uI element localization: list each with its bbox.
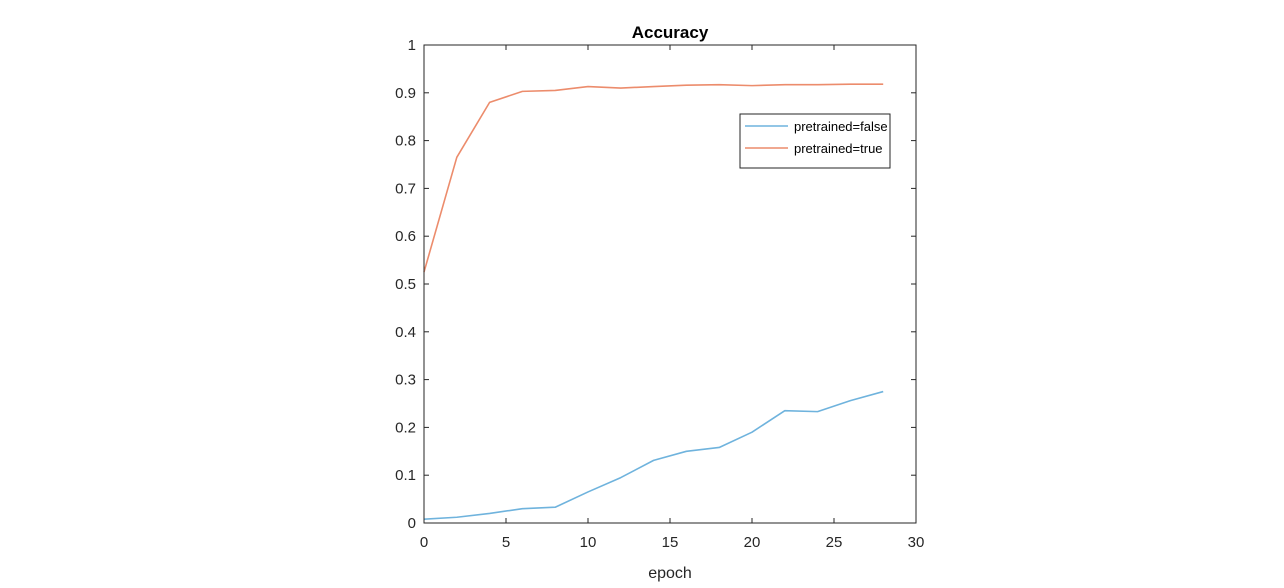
- y-tick-label: 0.7: [395, 180, 416, 197]
- y-tick-label: 0.2: [395, 419, 416, 436]
- x-tick-label: 30: [908, 534, 925, 551]
- x-tick-label: 20: [744, 534, 761, 551]
- legend-box: [739, 113, 891, 169]
- series-line-pretrained-true: [423, 83, 884, 273]
- x-tick-label: 10: [580, 534, 597, 551]
- x-tick-label: 0: [420, 534, 428, 551]
- x-tick-label: 5: [502, 534, 510, 551]
- y-tick-label: 0.6: [395, 228, 416, 245]
- legend: pretrained=false pretrained=true: [739, 113, 891, 169]
- plot-frame: [423, 44, 917, 524]
- y-tick-label: 0.8: [395, 133, 416, 150]
- legend-label: pretrained=false: [794, 119, 888, 134]
- chart-title: Accuracy: [632, 23, 709, 42]
- series-layer: [423, 83, 884, 520]
- x-axis-label: epoch: [648, 565, 692, 582]
- y-tick-label: 0.1: [395, 467, 416, 484]
- axes-layer: 0 5 10 15 20 25 30 0 0.1 0.2 0.3 0.4 0.5 0.6 0.7 0.8 0.9…: [395, 37, 924, 551]
- legend-label: pretrained=true: [794, 141, 883, 156]
- y-tick-label: 0.4: [395, 324, 416, 341]
- y-tick-label: 0: [408, 515, 416, 532]
- y-tick-label: 0.3: [395, 372, 416, 389]
- y-tick-label: 0.5: [395, 276, 416, 293]
- x-tick-label: 15: [662, 534, 679, 551]
- x-tick-label: 25: [826, 534, 843, 551]
- series-line-pretrained-false: [423, 390, 884, 520]
- y-tick-label: 0.9: [395, 85, 416, 102]
- y-tick-label: 1: [408, 37, 416, 54]
